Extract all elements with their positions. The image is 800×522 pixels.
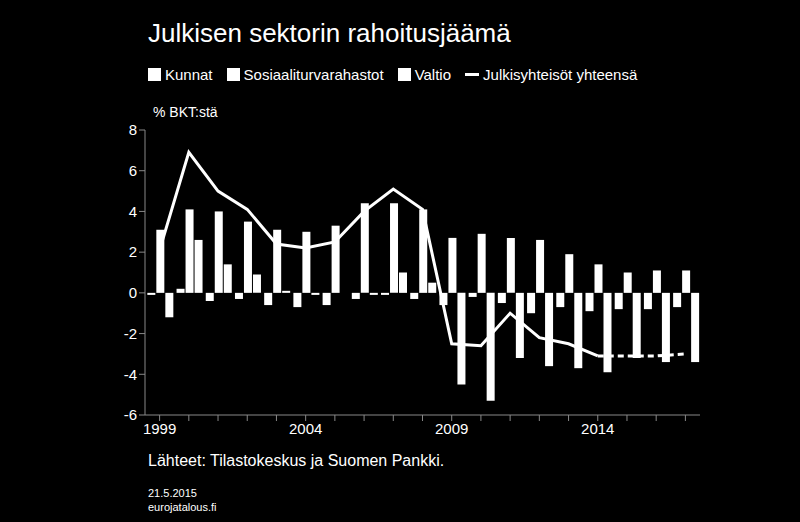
html-text:Valtio: Valtio [414,66,451,83]
html-text:eurojatalous.fi: eurojatalous.fi [148,501,217,513]
svg-text:2004: 2004 [289,420,322,437]
svg-text:6: 6 [129,162,137,179]
svg-text:0: 0 [129,284,137,301]
svg-text:4: 4 [129,203,137,220]
html-text:Kunnat: Kunnat [165,66,213,83]
html-text:Sosiaaliturvarahastot: Sosiaaliturvarahastot [243,66,384,83]
svg-text:-4: -4 [124,366,137,383]
html-text:Julkisyhteisöt yhteensä: Julkisyhteisöt yhteensä [483,66,638,83]
svg-text:-6: -6 [124,406,137,423]
svg-text:2: 2 [129,243,137,260]
svg-text:2014: 2014 [581,420,614,437]
svg-text:8: 8 [129,121,137,138]
html-text:Julkisen sektorin rahoitusjääm: Julkisen sektorin rahoitusjäämä [148,18,511,48]
svg-text:2009: 2009 [435,420,468,437]
html-text:21.5.2015: 21.5.2015 [148,487,197,499]
html-text:% BKT:stä: % BKT:stä [153,104,218,120]
svg-text:1999: 1999 [143,420,176,437]
svg-text:-2: -2 [124,325,137,342]
html-text:Lähteet: Tilastokeskus ja Suom: Lähteet: Tilastokeskus ja Suomen Pankki. [148,452,445,469]
